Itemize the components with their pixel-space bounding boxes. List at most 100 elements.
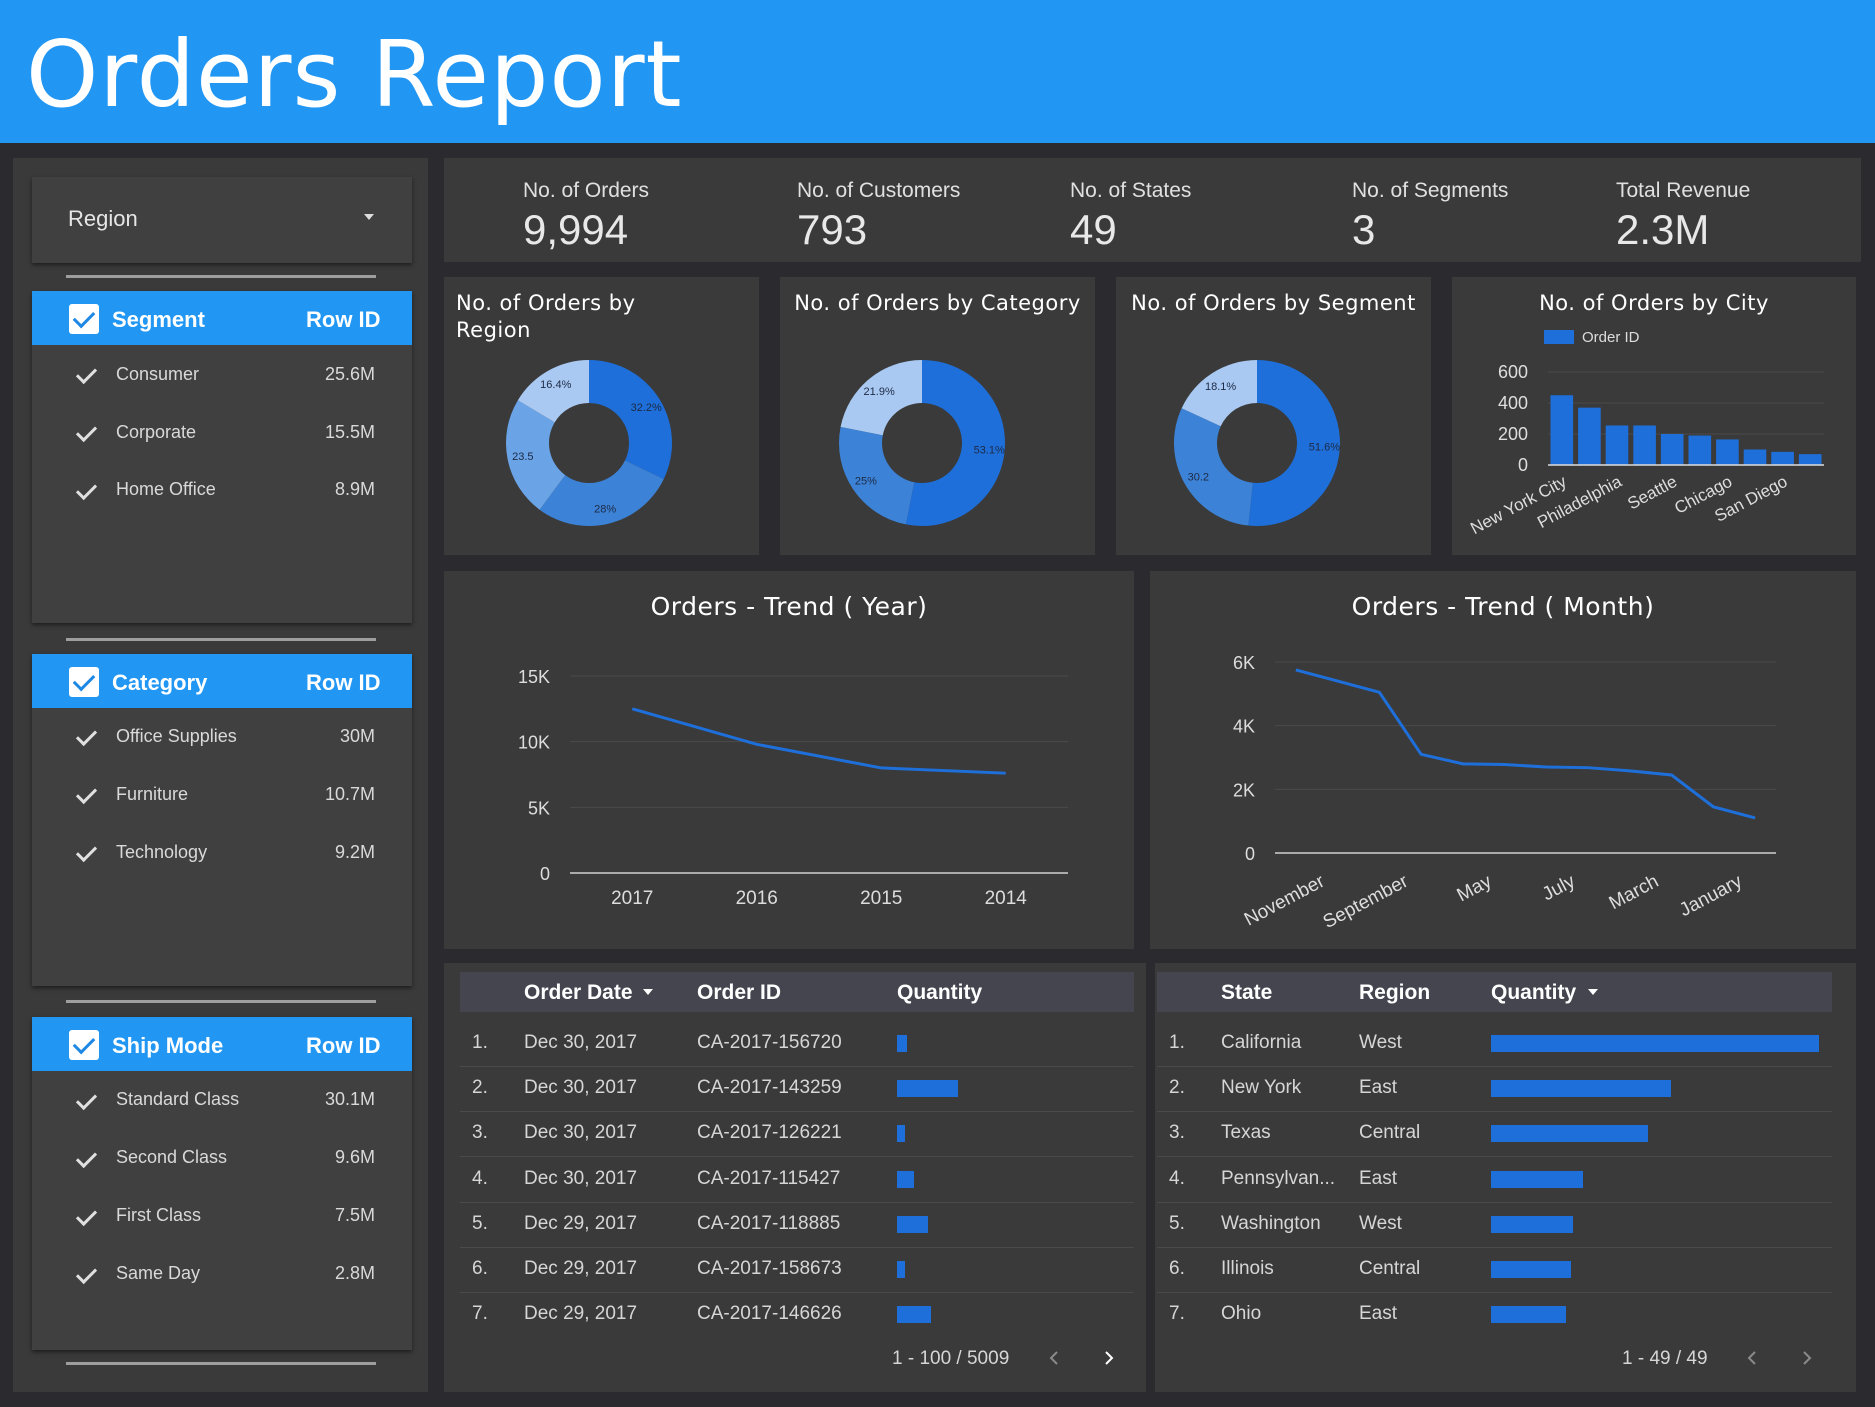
donut-slice (1248, 360, 1340, 526)
col-region[interactable]: Region (1359, 981, 1431, 1004)
order-date-cell: Dec 30, 2017 (524, 1168, 638, 1189)
filter-item-furniture[interactable]: Furniture (116, 784, 189, 804)
orders-table-card (444, 963, 1146, 1392)
quantity-bar (1491, 1080, 1672, 1097)
furniture-checkbox[interactable] (74, 786, 96, 804)
category-metric-label: Row ID (306, 670, 381, 695)
orders-table-header (460, 972, 1134, 1012)
donut-slice (1174, 408, 1253, 526)
quantity-bar (1491, 1306, 1567, 1323)
corporate-checkbox[interactable] (74, 424, 96, 442)
col-quantity[interactable]: Quantity (1491, 981, 1577, 1004)
order-id-cell: CA-2017-146626 (697, 1303, 842, 1324)
same-day-checkbox[interactable] (74, 1266, 96, 1284)
kpi-label-states: No. of States (1070, 179, 1192, 202)
office-supplies-checkbox[interactable] (74, 728, 96, 746)
first-class-checkbox[interactable] (74, 1208, 96, 1226)
col-order-date[interactable]: Order Date (524, 981, 633, 1004)
segment-select-all-checkbox[interactable] (69, 304, 99, 334)
filter-item-corporate[interactable]: Corporate (116, 422, 197, 442)
row-divider (460, 1156, 1134, 1157)
chevron-right-icon[interactable] (1102, 1351, 1116, 1365)
row-number: 3. (472, 1122, 488, 1143)
quantity-bar (897, 1125, 905, 1142)
filter-item-technology[interactable]: Technology (116, 842, 208, 862)
donut-slice-label: 18.1% (1205, 381, 1236, 393)
filter-item-same-day[interactable]: Same Day (116, 1263, 201, 1283)
filter-item-home-office[interactable]: Home Office (116, 479, 216, 499)
filter-item-value: 25.6M (324, 364, 375, 384)
ship-mode-filter-title: Ship Mode (112, 1033, 224, 1058)
sort-desc-icon[interactable] (643, 989, 653, 995)
filter-item-value: 30M (339, 726, 375, 746)
divider (66, 275, 376, 278)
quantity-bar (897, 1261, 905, 1278)
filter-item-first-class[interactable]: First Class (116, 1205, 201, 1225)
sort-desc-icon[interactable] (1588, 989, 1598, 995)
divider (66, 1000, 376, 1003)
kpi-label-customers: No. of Customers (797, 179, 961, 202)
row-divider (1157, 1202, 1832, 1203)
donut-slice-label: 51.6% (1309, 442, 1340, 454)
region-dropdown[interactable] (32, 177, 412, 263)
kpi-value-revenue: 2.3M (1616, 206, 1710, 253)
state-cell: Illinois (1221, 1258, 1274, 1279)
bar (1605, 425, 1629, 465)
x-tick-label: 2014 (985, 888, 1028, 909)
filter-item-second-class[interactable]: Second Class (116, 1147, 228, 1167)
segment-filter-title: Segment (112, 307, 205, 332)
donut-slice-label: 32.2% (631, 402, 662, 414)
state-cell: Pennsylvan... (1221, 1168, 1336, 1189)
col-state[interactable]: State (1221, 981, 1273, 1004)
caret-down-icon[interactable] (364, 214, 374, 220)
col-order-id[interactable]: Order ID (697, 981, 782, 1004)
row-number: 4. (472, 1168, 488, 1189)
bar (1716, 439, 1739, 465)
donut-slice-label: 23.5 (512, 451, 533, 463)
y-tick-label: 200 (1498, 424, 1528, 444)
chevron-right-icon[interactable] (1800, 1351, 1814, 1365)
states-table-header (1157, 972, 1832, 1012)
row-divider (1157, 1292, 1832, 1293)
x-tick-label: January (1676, 871, 1746, 922)
filter-item-standard-class[interactable]: Standard Class (116, 1089, 240, 1109)
home-office-checkbox[interactable] (74, 482, 96, 500)
series-line (1295, 668, 1756, 820)
x-tick-label: May (1454, 871, 1496, 907)
second-class-checkbox[interactable] (74, 1150, 96, 1168)
row-number: 3. (1169, 1122, 1185, 1143)
region-cell: Central (1359, 1258, 1421, 1279)
order-date-cell: Dec 30, 2017 (524, 1077, 638, 1098)
chevron-left-icon[interactable] (1047, 1351, 1061, 1365)
y-tick-label: 0 (540, 864, 550, 884)
consumer-checkbox[interactable] (74, 366, 96, 384)
row-divider (460, 1247, 1134, 1248)
chevron-left-icon[interactable] (1745, 1351, 1759, 1365)
bar (1578, 407, 1601, 465)
legend-label: Order ID (1582, 329, 1640, 346)
order-id-cell: CA-2017-126221 (697, 1122, 842, 1143)
donut-slice-label: 25% (855, 476, 877, 488)
row-number: 7. (472, 1303, 488, 1324)
y-tick-label: 4K (1233, 717, 1255, 737)
filter-item-office-supplies[interactable]: Office Supplies (116, 726, 237, 746)
row-divider (460, 1111, 1134, 1112)
filter-item-value: 7.5M (334, 1205, 375, 1225)
row-divider (1157, 1111, 1832, 1112)
technology-checkbox[interactable] (74, 844, 96, 862)
col-quantity[interactable]: Quantity (897, 981, 983, 1004)
kpi-value-states: 49 (1070, 206, 1117, 253)
order-date-cell: Dec 30, 2017 (524, 1122, 638, 1143)
category-select-all-checkbox[interactable] (69, 667, 99, 697)
standard-class-checkbox[interactable] (74, 1092, 96, 1110)
donut-slice-label: 30.2 (1188, 471, 1209, 483)
region-cell: West (1359, 1032, 1402, 1053)
quantity-bar (897, 1035, 908, 1052)
filter-item-consumer[interactable]: Consumer (116, 364, 200, 384)
ship-mode-select-all-checkbox[interactable] (69, 1030, 99, 1060)
quantity-bar (897, 1216, 928, 1233)
row-number: 6. (472, 1258, 488, 1279)
order-date-cell: Dec 29, 2017 (524, 1258, 638, 1279)
city-chart-title: No. of Orders by City (1539, 291, 1769, 315)
